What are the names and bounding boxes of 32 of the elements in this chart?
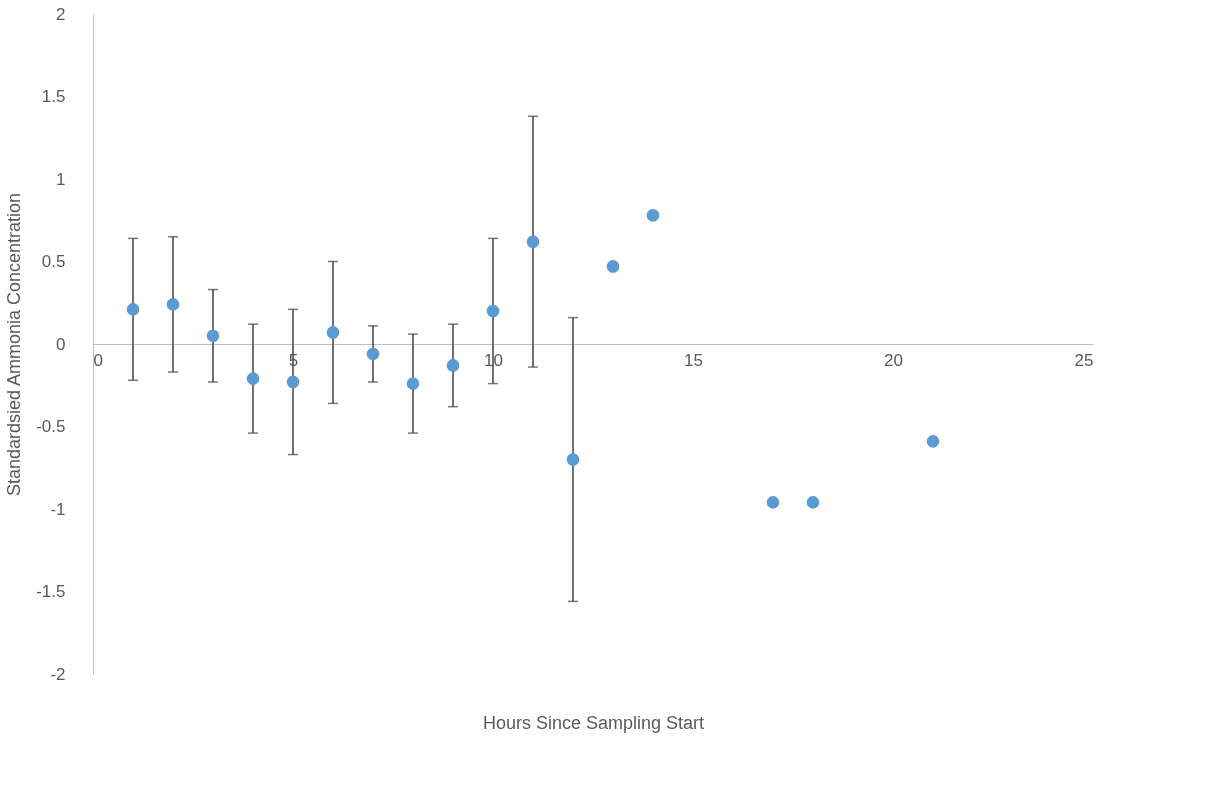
point: [406, 377, 420, 390]
x-tick-label: 25: [1074, 350, 1094, 370]
point: [566, 453, 580, 466]
x-axis-title: Hours Since Sampling Start: [482, 712, 705, 733]
y-tick-label: 1: [56, 169, 66, 189]
point: [126, 303, 140, 316]
y-axis-title: Standardsied Ammonia Concentration: [4, 192, 25, 497]
point: [286, 375, 300, 389]
y-tick-label: 1.5: [41, 87, 66, 106]
point: [246, 372, 260, 385]
point: [526, 235, 540, 249]
y-tick-label: -0.5: [36, 417, 66, 436]
x-tick-label: 15: [684, 350, 703, 370]
point: [806, 496, 820, 509]
point: [206, 329, 220, 343]
y-tick-label: 0.5: [41, 252, 66, 271]
point: [446, 359, 460, 372]
y-tick-label: 0: [56, 334, 66, 354]
x-tick-label: 20: [884, 350, 903, 370]
y-tick-label: 2: [56, 4, 66, 24]
point: [326, 326, 340, 339]
y-tick-label: -1.5: [36, 582, 66, 601]
point: [166, 298, 180, 311]
point: [926, 435, 940, 448]
x-tick-label: 0: [93, 350, 103, 370]
point: [646, 208, 660, 222]
point: [606, 260, 620, 273]
y-tick-label: -1: [50, 499, 66, 519]
point: [486, 304, 500, 318]
point: [366, 347, 380, 361]
point: [766, 496, 780, 509]
y-tick-label: -2: [50, 664, 66, 684]
